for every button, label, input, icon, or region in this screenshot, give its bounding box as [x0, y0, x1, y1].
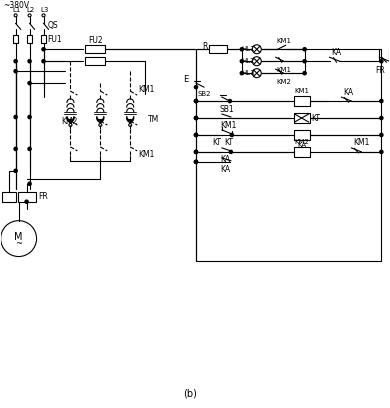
Circle shape: [42, 48, 45, 51]
Circle shape: [14, 60, 17, 63]
Text: KA: KA: [297, 142, 306, 148]
Text: KA: KA: [220, 155, 230, 164]
Circle shape: [240, 48, 243, 51]
Circle shape: [194, 86, 198, 89]
Circle shape: [194, 160, 198, 164]
Text: KM1: KM1: [277, 67, 292, 73]
Circle shape: [194, 116, 198, 120]
Circle shape: [28, 115, 31, 119]
Text: KM1: KM1: [277, 38, 292, 44]
Circle shape: [252, 69, 261, 78]
Circle shape: [240, 71, 243, 75]
Circle shape: [252, 45, 261, 54]
Text: KM1: KM1: [138, 84, 154, 93]
Text: KM2: KM2: [277, 79, 292, 85]
Text: HL2: HL2: [242, 58, 255, 64]
Circle shape: [14, 70, 17, 73]
Circle shape: [229, 150, 232, 153]
Text: ~: ~: [15, 239, 22, 248]
Circle shape: [28, 82, 31, 85]
Circle shape: [228, 100, 232, 103]
Circle shape: [252, 57, 261, 66]
Bar: [41, 35, 46, 43]
Text: L2: L2: [27, 7, 35, 13]
Circle shape: [194, 116, 198, 120]
Text: E: E: [183, 75, 188, 84]
Circle shape: [194, 100, 198, 103]
Circle shape: [303, 48, 306, 51]
Circle shape: [25, 200, 28, 203]
Bar: [294, 130, 310, 140]
Text: KA: KA: [344, 88, 354, 97]
Text: M: M: [14, 232, 23, 242]
Text: KM1: KM1: [353, 138, 370, 147]
Text: KM1: KM1: [294, 88, 309, 94]
Circle shape: [380, 133, 383, 137]
Bar: [294, 147, 310, 157]
Bar: [209, 45, 227, 53]
Text: SB2: SB2: [198, 91, 211, 97]
Text: SB1: SB1: [220, 104, 234, 113]
Circle shape: [380, 116, 383, 120]
Circle shape: [380, 60, 383, 63]
Text: KM2: KM2: [62, 117, 78, 126]
Text: FR: FR: [39, 192, 48, 201]
Bar: [18, 192, 35, 202]
Text: ~380V: ~380V: [4, 1, 30, 10]
Circle shape: [14, 115, 17, 119]
Text: KT: KT: [212, 138, 221, 147]
Circle shape: [380, 150, 383, 153]
Circle shape: [303, 71, 306, 75]
Bar: [85, 45, 105, 53]
Bar: [294, 96, 310, 106]
Text: L1: L1: [12, 7, 21, 13]
Circle shape: [194, 160, 198, 164]
Text: (b): (b): [183, 388, 197, 398]
Circle shape: [42, 60, 45, 63]
Circle shape: [28, 147, 31, 151]
Circle shape: [194, 150, 198, 153]
Circle shape: [28, 60, 31, 63]
Text: R: R: [202, 42, 207, 51]
Circle shape: [194, 100, 198, 103]
Text: KM1: KM1: [220, 122, 236, 131]
Text: FU1: FU1: [48, 35, 62, 44]
Text: KM2: KM2: [294, 139, 309, 145]
Circle shape: [380, 100, 383, 103]
Text: FU2: FU2: [88, 36, 103, 45]
Circle shape: [230, 133, 234, 137]
Text: KT: KT: [224, 138, 233, 147]
Text: KT: KT: [312, 113, 321, 122]
Circle shape: [303, 60, 306, 63]
Circle shape: [14, 147, 17, 151]
Circle shape: [194, 133, 198, 137]
Bar: [27, 35, 32, 43]
Text: HL3: HL3: [242, 70, 255, 76]
Text: FR: FR: [375, 66, 385, 75]
Bar: [2, 192, 16, 202]
Bar: [85, 57, 105, 65]
Text: KA: KA: [220, 165, 230, 174]
Circle shape: [194, 150, 198, 153]
Bar: [13, 35, 18, 43]
Circle shape: [194, 133, 198, 137]
Text: TM: TM: [148, 115, 160, 124]
Bar: [294, 113, 310, 123]
Text: QS: QS: [48, 21, 58, 30]
Circle shape: [240, 60, 243, 63]
Text: KM1: KM1: [138, 151, 154, 160]
Text: KA: KA: [332, 48, 342, 57]
Text: HL1: HL1: [242, 46, 255, 52]
Circle shape: [14, 169, 17, 173]
Circle shape: [28, 182, 31, 185]
Text: L3: L3: [41, 7, 49, 13]
